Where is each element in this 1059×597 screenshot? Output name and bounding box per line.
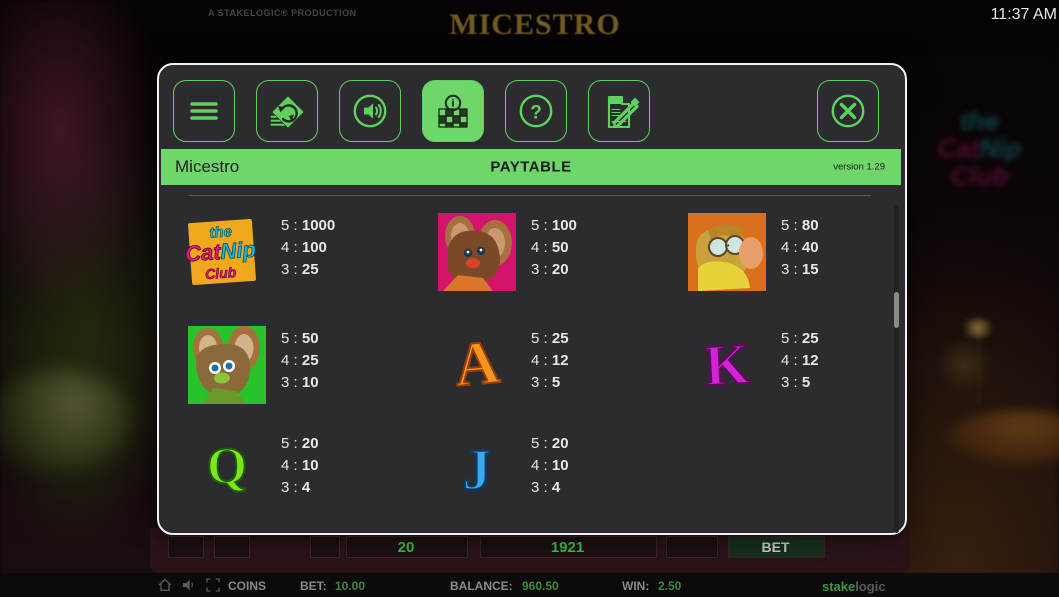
svg-text:?: ? [530,103,542,124]
svg-text:Q: Q [207,438,247,495]
svg-text:A: A [452,328,503,400]
svg-text:K: K [703,331,751,398]
svg-text:Club: Club [205,264,238,282]
svg-text:J: J [463,437,492,502]
svg-text:CatNip: CatNip [184,237,256,267]
